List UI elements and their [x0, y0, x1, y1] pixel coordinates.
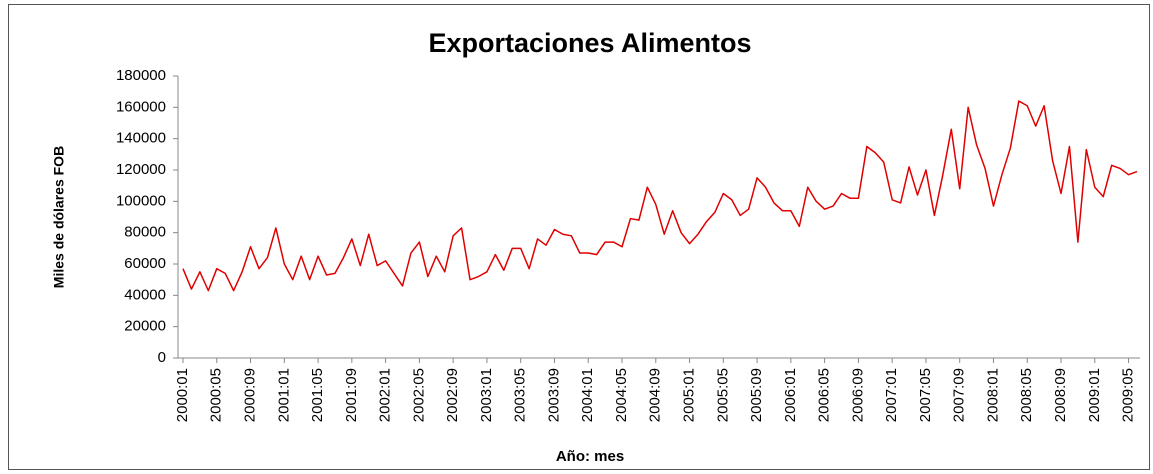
x-tick-label: 2006:01	[782, 368, 799, 422]
x-tick-label: 2000:09	[242, 368, 259, 422]
x-tick-label: 2001:01	[275, 368, 292, 422]
y-tick-label: 160000	[116, 98, 166, 115]
x-tick-label: 2009:05	[1120, 368, 1137, 422]
x-tick-label: 2008:01	[984, 368, 1001, 422]
x-tick-label: 2002:05	[410, 368, 427, 422]
x-tick-label: 2003:05	[512, 368, 529, 422]
y-tick-label: 0	[158, 349, 166, 366]
y-tick-label: 20000	[124, 318, 166, 335]
x-tick-label: 2007:05	[917, 368, 934, 422]
y-tick-label: 60000	[124, 255, 166, 272]
x-tick-label: 2008:09	[1052, 368, 1069, 422]
y-axis-label: Miles de dólares FOB	[51, 146, 67, 288]
x-tick-label: 2006:05	[816, 368, 833, 422]
x-tick-label: 2000:05	[208, 368, 225, 422]
x-tick-label: 2005:01	[681, 368, 698, 422]
x-tick-label: 2006:09	[849, 368, 866, 422]
x-tick-label: 2007:09	[951, 368, 968, 422]
y-tick-label: 180000	[116, 67, 166, 84]
x-tick-label: 2003:01	[478, 368, 495, 422]
y-tick-label: 100000	[116, 192, 166, 209]
y-tick-label: 120000	[116, 161, 166, 178]
x-tick-label: 2001:05	[309, 368, 326, 422]
x-tick-label: 2009:01	[1086, 368, 1103, 422]
x-axis-label: Año: mes	[556, 448, 624, 465]
x-tick-label: 2005:05	[714, 368, 731, 422]
x-tick-label: 2004:09	[647, 368, 664, 422]
x-tick-label: 2005:09	[748, 368, 765, 422]
x-tick-label: 2007:01	[883, 368, 900, 422]
x-tick-label: 2000:01	[174, 368, 191, 422]
x-tick-label: 2001:09	[343, 368, 360, 422]
y-tick-label: 140000	[116, 130, 166, 147]
x-tick-label: 2004:05	[613, 368, 630, 422]
y-tick-label: 40000	[124, 286, 166, 303]
x-tick-label: 2003:09	[545, 368, 562, 422]
x-tick-label: 2004:01	[579, 368, 596, 422]
y-tick-label: 80000	[124, 224, 166, 241]
chart-title: Exportaciones Alimentos	[428, 28, 751, 58]
data-line	[182, 100, 1138, 292]
x-tick-label: 2002:01	[377, 368, 394, 422]
chart-frame	[8, 4, 1150, 470]
x-tick-label: 2002:09	[444, 368, 461, 422]
x-tick-label: 2008:05	[1018, 368, 1035, 422]
